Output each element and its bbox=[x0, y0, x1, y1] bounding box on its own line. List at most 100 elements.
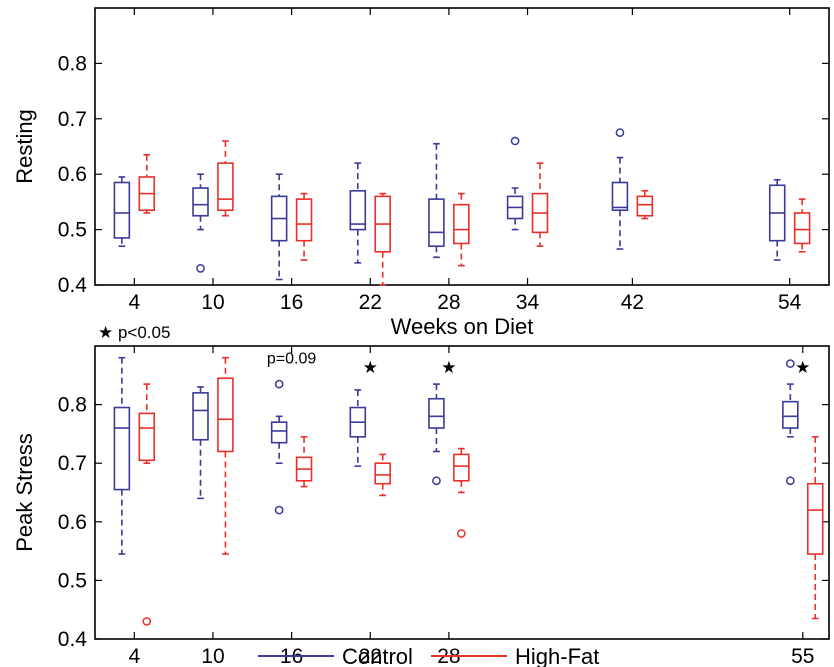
x-tick-label: 4 bbox=[128, 645, 140, 667]
x-tick-label: 34 bbox=[516, 291, 540, 314]
box-plot bbox=[192, 173, 209, 273]
box-plot bbox=[295, 192, 313, 261]
box-plot bbox=[217, 140, 234, 217]
x-axis-title: Weeks on Diet bbox=[391, 314, 534, 339]
box-body bbox=[428, 397, 445, 429]
outlier-point bbox=[615, 128, 625, 137]
box-plot bbox=[782, 359, 799, 486]
outlier-point bbox=[274, 379, 284, 389]
box-plot bbox=[113, 356, 131, 555]
outlier-point bbox=[274, 505, 284, 515]
box-body bbox=[453, 453, 470, 482]
legend-label-control: Control bbox=[342, 644, 413, 667]
y-tick-label: 0.7 bbox=[58, 452, 87, 475]
box-body bbox=[782, 400, 799, 429]
control-series bbox=[113, 356, 799, 555]
box-plot bbox=[611, 128, 629, 250]
box-body bbox=[374, 462, 391, 485]
plot-frame bbox=[94, 7, 830, 286]
annotation-text: p=0.09 bbox=[267, 351, 316, 368]
y-tick-label: 0.8 bbox=[58, 52, 87, 75]
box-plot bbox=[349, 389, 367, 467]
box-body bbox=[295, 198, 313, 242]
x-tick-label: 10 bbox=[201, 645, 224, 667]
box-plot bbox=[192, 386, 209, 500]
significance-star: ★ bbox=[795, 358, 810, 377]
x-tick-label: 28 bbox=[437, 291, 460, 314]
y-axis-title: Peak Stress bbox=[12, 433, 37, 552]
box-plot bbox=[270, 379, 288, 515]
box-plot bbox=[217, 356, 234, 555]
legend: Control High-Fat bbox=[258, 644, 599, 667]
box-plot bbox=[453, 447, 470, 538]
box-body bbox=[113, 181, 131, 239]
significance-star: ★ bbox=[441, 358, 456, 377]
box-plot bbox=[295, 436, 313, 488]
x-tick-label: 4 bbox=[128, 291, 140, 314]
box-plot bbox=[768, 178, 786, 261]
box-plot bbox=[506, 136, 524, 231]
box-body bbox=[611, 181, 629, 212]
resting-panel: 0.4 0.5 0.6 0.7 0.8 4 10 16 22 28 34 42 54 Resting Wee… bbox=[12, 7, 830, 339]
x-tick-label: 22 bbox=[359, 291, 382, 314]
box-plot bbox=[270, 173, 288, 281]
y-tick-label: 0.4 bbox=[58, 628, 88, 651]
box-body bbox=[217, 377, 234, 453]
plot-frame bbox=[94, 345, 830, 640]
x-tick-label: 55 bbox=[791, 645, 814, 667]
annotation-text: ★ p<0.05 bbox=[98, 323, 170, 342]
box-plot bbox=[531, 162, 549, 248]
x-tick-label: 54 bbox=[778, 291, 802, 314]
box-plot bbox=[636, 190, 654, 220]
x-tick-label: 10 bbox=[201, 291, 224, 314]
box-body bbox=[217, 162, 234, 212]
y-tick-label: 0.7 bbox=[58, 108, 87, 131]
box-body bbox=[138, 412, 156, 462]
x-tick-label: 42 bbox=[621, 291, 644, 314]
box-plot bbox=[113, 176, 131, 248]
box-plot bbox=[428, 142, 445, 259]
box-body bbox=[349, 190, 367, 231]
x-tick-label: 22 bbox=[359, 645, 382, 667]
outlier-point bbox=[785, 476, 795, 486]
x-tick-label: 16 bbox=[280, 291, 303, 314]
box-body bbox=[453, 203, 470, 245]
y-tick-label: 0.6 bbox=[58, 511, 87, 534]
box-plot bbox=[138, 154, 156, 214]
box-body bbox=[806, 482, 824, 555]
box-body bbox=[113, 406, 131, 491]
y-tick-label: 0.5 bbox=[58, 219, 87, 242]
y-tick-label: 0.8 bbox=[58, 394, 87, 417]
outlier-point bbox=[432, 476, 441, 486]
y-tick-label: 0.4 bbox=[58, 274, 88, 297]
box-plot bbox=[806, 436, 824, 620]
high-fat-series bbox=[138, 140, 811, 286]
box-body bbox=[793, 212, 811, 245]
box-plot bbox=[349, 162, 367, 264]
outlier-point bbox=[785, 359, 795, 368]
outlier-point bbox=[510, 136, 520, 146]
y-tick-label: 0.5 bbox=[58, 569, 87, 592]
significance-star: ★ bbox=[363, 358, 378, 377]
outlier-point bbox=[196, 264, 205, 273]
box-plot bbox=[374, 453, 391, 497]
box-plot bbox=[428, 383, 445, 486]
box-body bbox=[636, 195, 654, 217]
legend-label-high-fat: High-Fat bbox=[515, 644, 599, 667]
box-body bbox=[192, 187, 209, 217]
box-body bbox=[192, 392, 209, 441]
box-plot bbox=[453, 192, 470, 267]
box-body bbox=[428, 198, 445, 248]
box-plot bbox=[138, 383, 156, 626]
outlier-point bbox=[142, 617, 152, 626]
box-plot bbox=[374, 192, 391, 286]
box-plot bbox=[793, 198, 811, 253]
control-series bbox=[113, 128, 786, 281]
outlier-point bbox=[456, 529, 466, 538]
y-axis-title: Resting bbox=[12, 109, 37, 184]
high-fat-series bbox=[138, 356, 824, 626]
y-tick-label: 0.6 bbox=[58, 163, 87, 186]
box-body bbox=[270, 421, 288, 444]
